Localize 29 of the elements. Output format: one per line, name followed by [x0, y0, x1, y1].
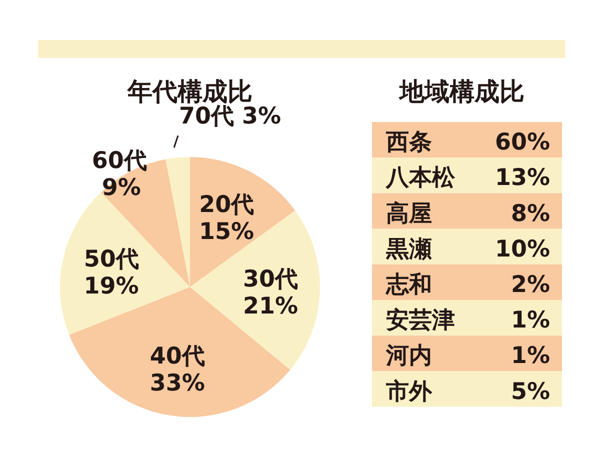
slice-label: 60代	[92, 148, 147, 174]
slice-label: 40代	[150, 344, 205, 370]
category-label: 黒瀬	[385, 236, 432, 262]
category-label: 市外	[385, 378, 433, 405]
category-label: 八本松	[385, 165, 456, 192]
slice-label: 30代	[243, 266, 298, 293]
data-label: 1%	[510, 343, 550, 370]
category-label: 志和	[385, 272, 432, 298]
data-label: 9%	[102, 174, 141, 201]
data-label: 8%	[510, 200, 550, 227]
data-label: 2%	[510, 272, 550, 298]
data-label: 15%	[199, 219, 254, 246]
data-label: 33%	[150, 370, 205, 397]
category-label: 河内	[385, 343, 432, 370]
category-label: 安芸津	[386, 306, 455, 334]
data-label: 21%	[243, 294, 298, 320]
data-label: 60%	[494, 130, 550, 156]
data-label: 19%	[84, 273, 139, 300]
data-label: 5%	[510, 378, 550, 405]
data-label: 10%	[494, 236, 550, 262]
text: 地域構成比	[398, 77, 524, 106]
slice-label: 70代 3%	[179, 104, 282, 130]
chart-title: 年代構成比	[126, 77, 252, 106]
data-label: 1%	[510, 308, 550, 334]
slice-label: 50代	[84, 246, 139, 272]
category-label: 高屋	[386, 200, 432, 227]
category-label: 西条	[385, 130, 432, 156]
data-label: 13%	[494, 165, 550, 192]
slice-label: 20代	[199, 192, 254, 218]
